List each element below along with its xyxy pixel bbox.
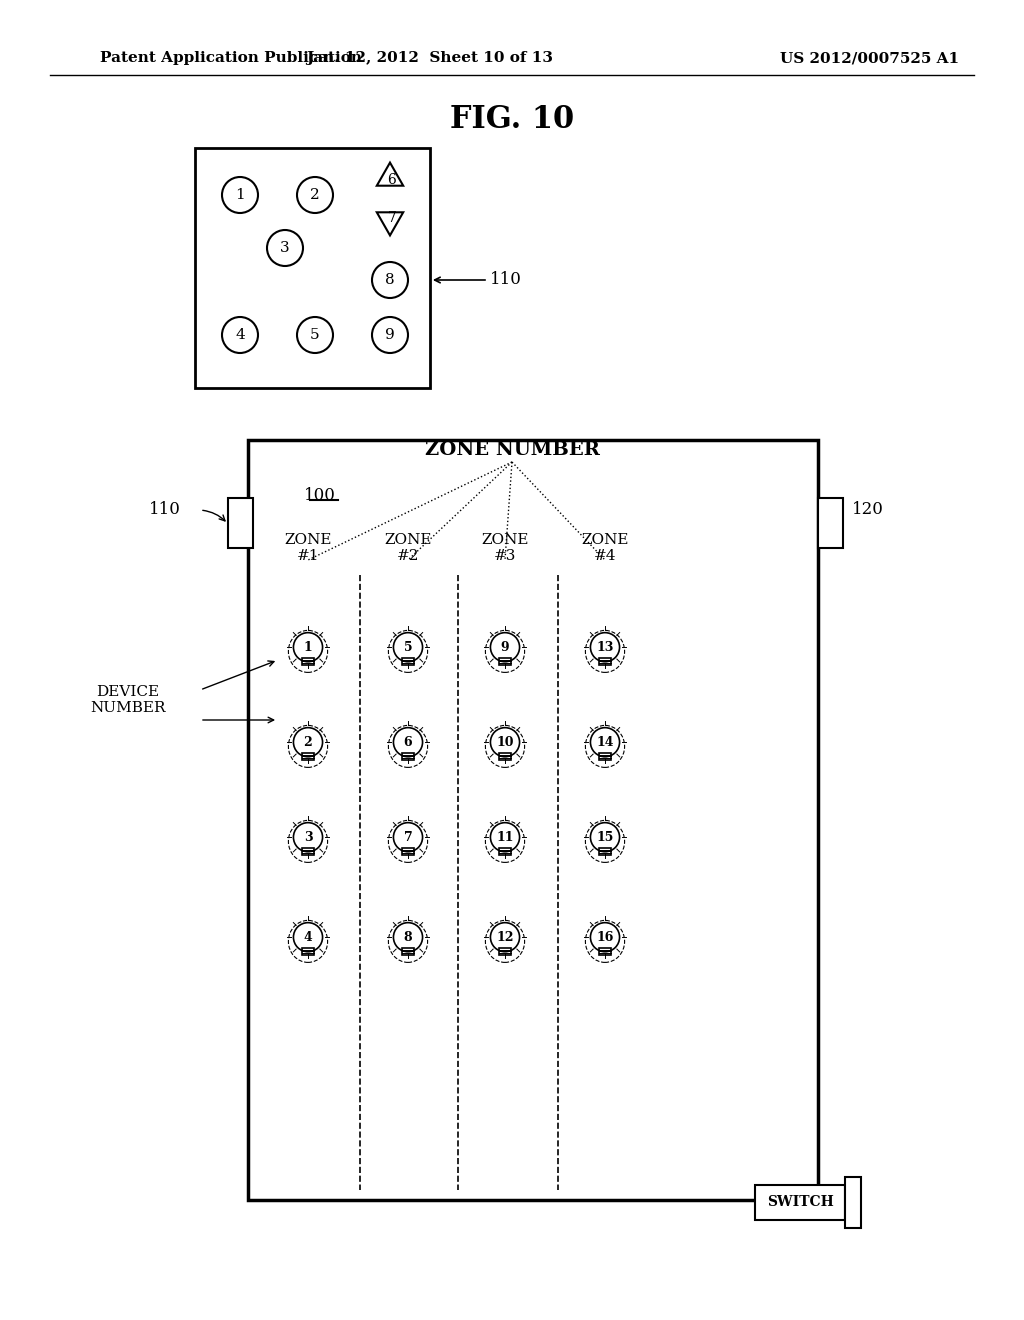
Text: 13: 13 [596,640,613,653]
Text: 10: 10 [497,735,514,748]
Bar [401,657,415,665]
Bar [499,657,511,665]
Text: 2: 2 [310,187,319,202]
Text: Jan. 12, 2012  Sheet 10 of 13: Jan. 12, 2012 Sheet 10 of 13 [306,51,554,65]
Bar [228,498,253,548]
Text: 11: 11 [497,830,514,843]
Text: 120: 120 [852,502,884,519]
Bar [499,847,511,855]
Bar [499,948,511,956]
Text: US 2012/0007525 A1: US 2012/0007525 A1 [780,51,959,65]
Text: 16: 16 [596,931,613,944]
Text: 1: 1 [304,640,312,653]
Bar [499,752,511,760]
Bar [401,948,415,956]
Bar [755,1185,845,1220]
Text: DEVICE
NUMBER: DEVICE NUMBER [90,685,166,715]
Text: 3: 3 [281,242,290,255]
Bar [845,1177,861,1228]
Bar [599,657,611,665]
Bar [599,948,611,956]
Bar [302,948,314,956]
Text: 6: 6 [403,735,413,748]
Text: 110: 110 [150,502,181,519]
Bar [248,440,818,1200]
Text: 5: 5 [310,327,319,342]
Text: 4: 4 [236,327,245,342]
Text: 110: 110 [490,272,522,289]
Bar [195,148,430,388]
Text: 6: 6 [388,173,396,187]
Text: FIG. 10: FIG. 10 [450,104,574,136]
Text: 9: 9 [501,640,509,653]
Bar [302,657,314,665]
Bar [599,752,611,760]
Bar [302,752,314,760]
Text: ZONE NUMBER: ZONE NUMBER [425,441,599,459]
Text: 100: 100 [304,487,336,503]
Bar [818,498,843,548]
Text: 5: 5 [403,640,413,653]
Bar [302,847,314,855]
Text: 7: 7 [387,211,396,224]
Text: ZONE
#4: ZONE #4 [582,533,629,564]
Text: 1: 1 [236,187,245,202]
Text: 14: 14 [596,735,613,748]
Text: 8: 8 [403,931,413,944]
Text: 12: 12 [497,931,514,944]
Text: 15: 15 [596,830,613,843]
Bar [401,847,415,855]
Text: ZONE
#1: ZONE #1 [285,533,332,564]
Bar [599,847,611,855]
Text: 9: 9 [385,327,395,342]
Text: ZONE
#3: ZONE #3 [481,533,528,564]
Bar [401,752,415,760]
Text: 3: 3 [304,830,312,843]
Text: 7: 7 [403,830,413,843]
Text: 2: 2 [304,735,312,748]
Text: SWITCH: SWITCH [767,1196,834,1209]
Text: 4: 4 [304,931,312,944]
Text: Patent Application Publication: Patent Application Publication [100,51,362,65]
Text: ZONE
#2: ZONE #2 [384,533,432,564]
Text: 8: 8 [385,273,395,286]
